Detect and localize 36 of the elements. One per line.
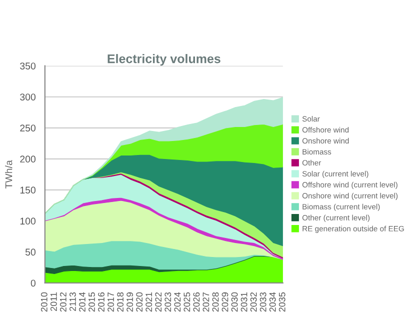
x-tick-label: 2032 bbox=[250, 292, 257, 312]
x-tick-label: 2025 bbox=[184, 292, 190, 312]
y-tick-label: 100 bbox=[20, 218, 36, 225]
x-tick-label: 2028 bbox=[212, 292, 219, 312]
y-tick-label: 150 bbox=[20, 186, 36, 194]
x-tick-label: 2021 bbox=[146, 292, 152, 312]
x-tick-label: 2024 bbox=[174, 292, 181, 312]
x-tick-label: 2016 bbox=[98, 292, 104, 312]
x-tick-label: 2029 bbox=[222, 292, 228, 312]
x-tick-label: 2018 bbox=[117, 292, 124, 312]
x-tick-label: 2011 bbox=[50, 292, 57, 311]
x-tick-label: 2033 bbox=[260, 292, 266, 312]
y-tick-label: 300 bbox=[20, 94, 36, 100]
y-tick-label: 0 bbox=[30, 280, 36, 287]
x-tick-label: 2113 bbox=[70, 292, 76, 311]
y-tick-label: 350 bbox=[20, 62, 36, 70]
x-tick-label: 2015 bbox=[88, 292, 95, 312]
x-tick-label: 2035 bbox=[278, 292, 286, 312]
y-tick-label: 50 bbox=[25, 248, 36, 256]
y-tick-label: 250 bbox=[20, 124, 36, 132]
x-tick-label: 2027 bbox=[202, 292, 210, 312]
x-tick-label: 2031 bbox=[240, 292, 248, 312]
x-tick-label: 2030 bbox=[231, 292, 238, 312]
x-tick-label: 2023 bbox=[164, 292, 172, 312]
x-tick-label: 2022 bbox=[155, 292, 162, 312]
x-tick-label: 2017 bbox=[108, 292, 114, 312]
x-tick-label: 2034 bbox=[269, 292, 276, 312]
y-axis-title: TWh/a bbox=[5, 160, 12, 189]
chart-title: Electricity volumes bbox=[108, 54, 220, 66]
x-tick-label: 2020 bbox=[136, 292, 143, 312]
x-tick-label: 2014 bbox=[79, 292, 86, 312]
x-tick-label: 2012 bbox=[60, 292, 66, 312]
x-tick-label: 2019 bbox=[126, 292, 134, 312]
x-tick-label: 2010 bbox=[40, 292, 48, 312]
y-tick-label: 200 bbox=[20, 156, 36, 163]
x-tick-label: 2026 bbox=[193, 292, 200, 312]
